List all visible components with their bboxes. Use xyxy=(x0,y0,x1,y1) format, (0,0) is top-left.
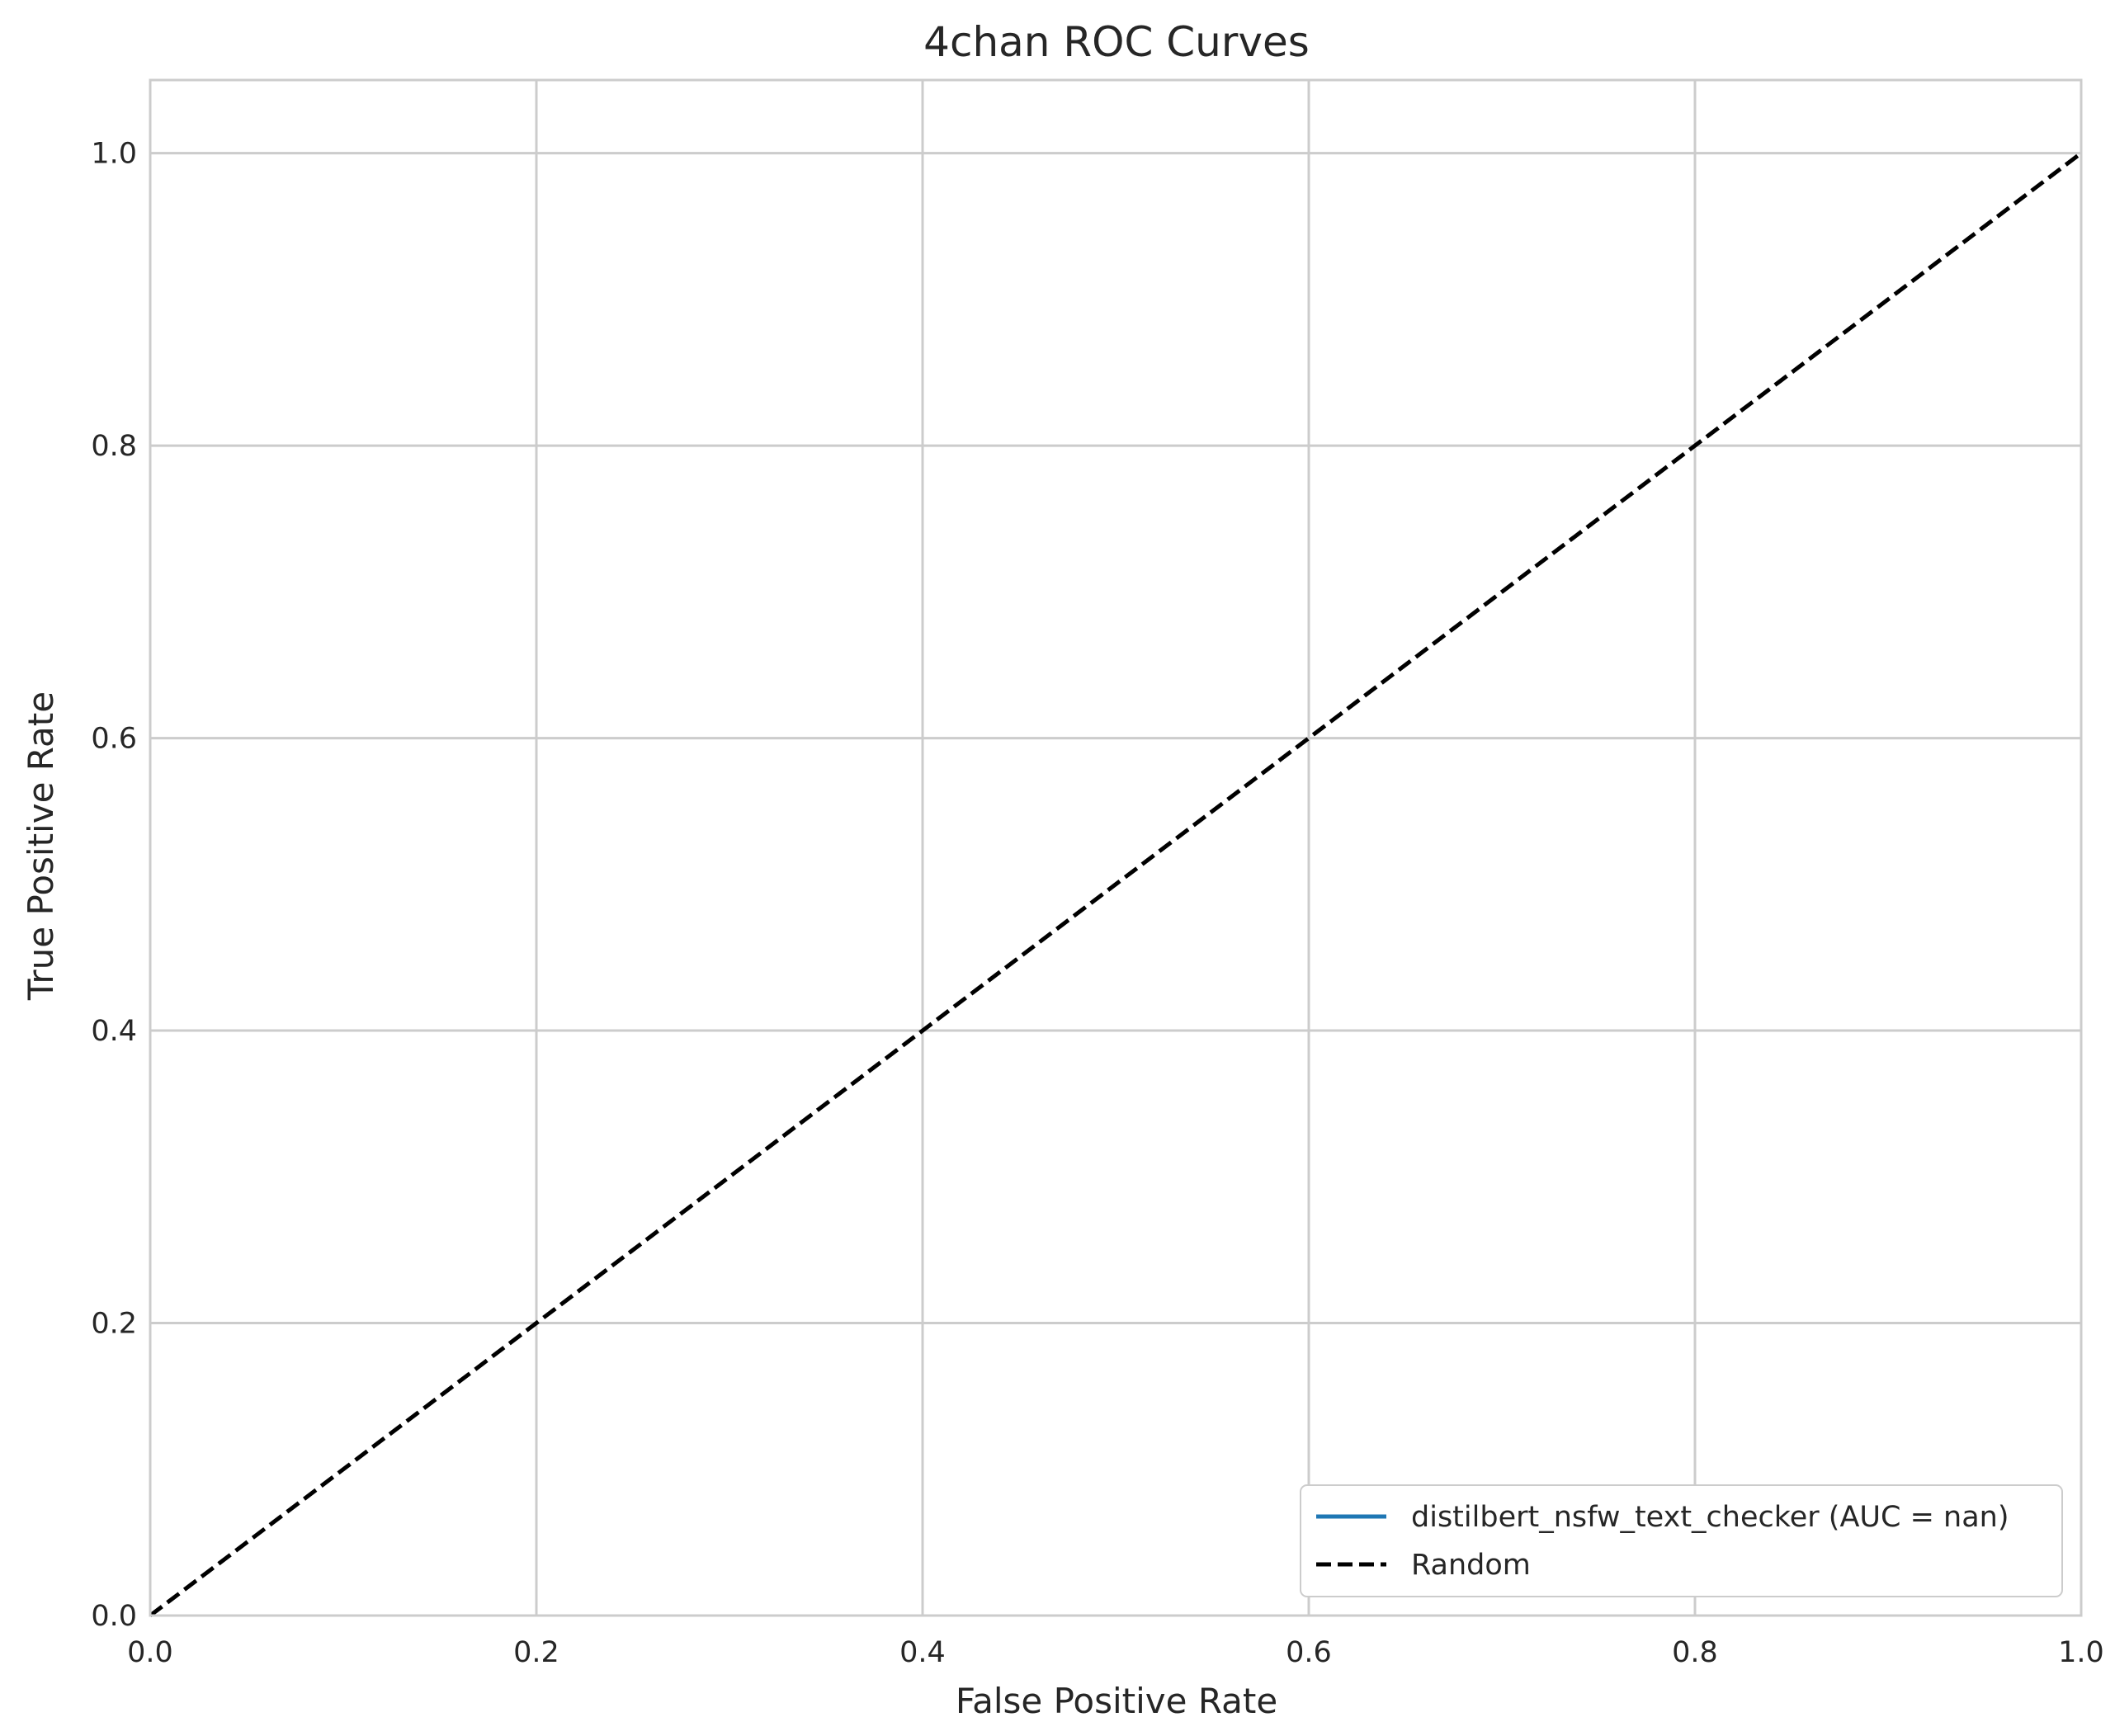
y-tick-label: 0.0 xyxy=(91,1600,137,1633)
y-axis-label: True Positive Rate xyxy=(21,691,61,1001)
y-tick-label: 1.0 xyxy=(91,138,137,171)
y-tick-label: 0.8 xyxy=(91,430,137,463)
x-tick-label: 0.0 xyxy=(127,1636,173,1669)
x-axis-label: False Positive Rate xyxy=(956,1681,1277,1721)
y-tick-labels: 0.0 0.2 0.4 0.6 0.8 1.0 xyxy=(91,138,137,1633)
y-tick-label: 0.6 xyxy=(91,723,137,756)
y-tick-label: 0.2 xyxy=(91,1308,137,1341)
legend-label-random: Random xyxy=(1411,1549,1531,1582)
x-tick-label: 0.8 xyxy=(1672,1636,1718,1669)
x-tick-labels: 0.0 0.2 0.4 0.6 0.8 1.0 xyxy=(127,1636,2104,1669)
x-tick-label: 0.2 xyxy=(513,1636,559,1669)
legend: distilbert_nsfw_text_checker (AUC = nan)… xyxy=(1300,1484,2063,1597)
x-tick-label: 1.0 xyxy=(2058,1636,2104,1669)
plot-border xyxy=(149,78,2083,1617)
series-layer xyxy=(149,151,2083,1617)
x-tick-label: 0.4 xyxy=(899,1636,946,1669)
x-tick-label: 0.6 xyxy=(1286,1636,1332,1669)
y-tick-label: 0.4 xyxy=(91,1015,137,1048)
chart-title: 4chan ROC Curves xyxy=(923,18,1310,66)
plot-area xyxy=(149,78,2083,1617)
series-line-1 xyxy=(149,151,2083,1617)
plot-background xyxy=(150,80,2081,1616)
legend-label-distilbert: distilbert_nsfw_text_checker (AUC = nan) xyxy=(1411,1501,2009,1534)
legend-box xyxy=(1300,1484,2063,1597)
